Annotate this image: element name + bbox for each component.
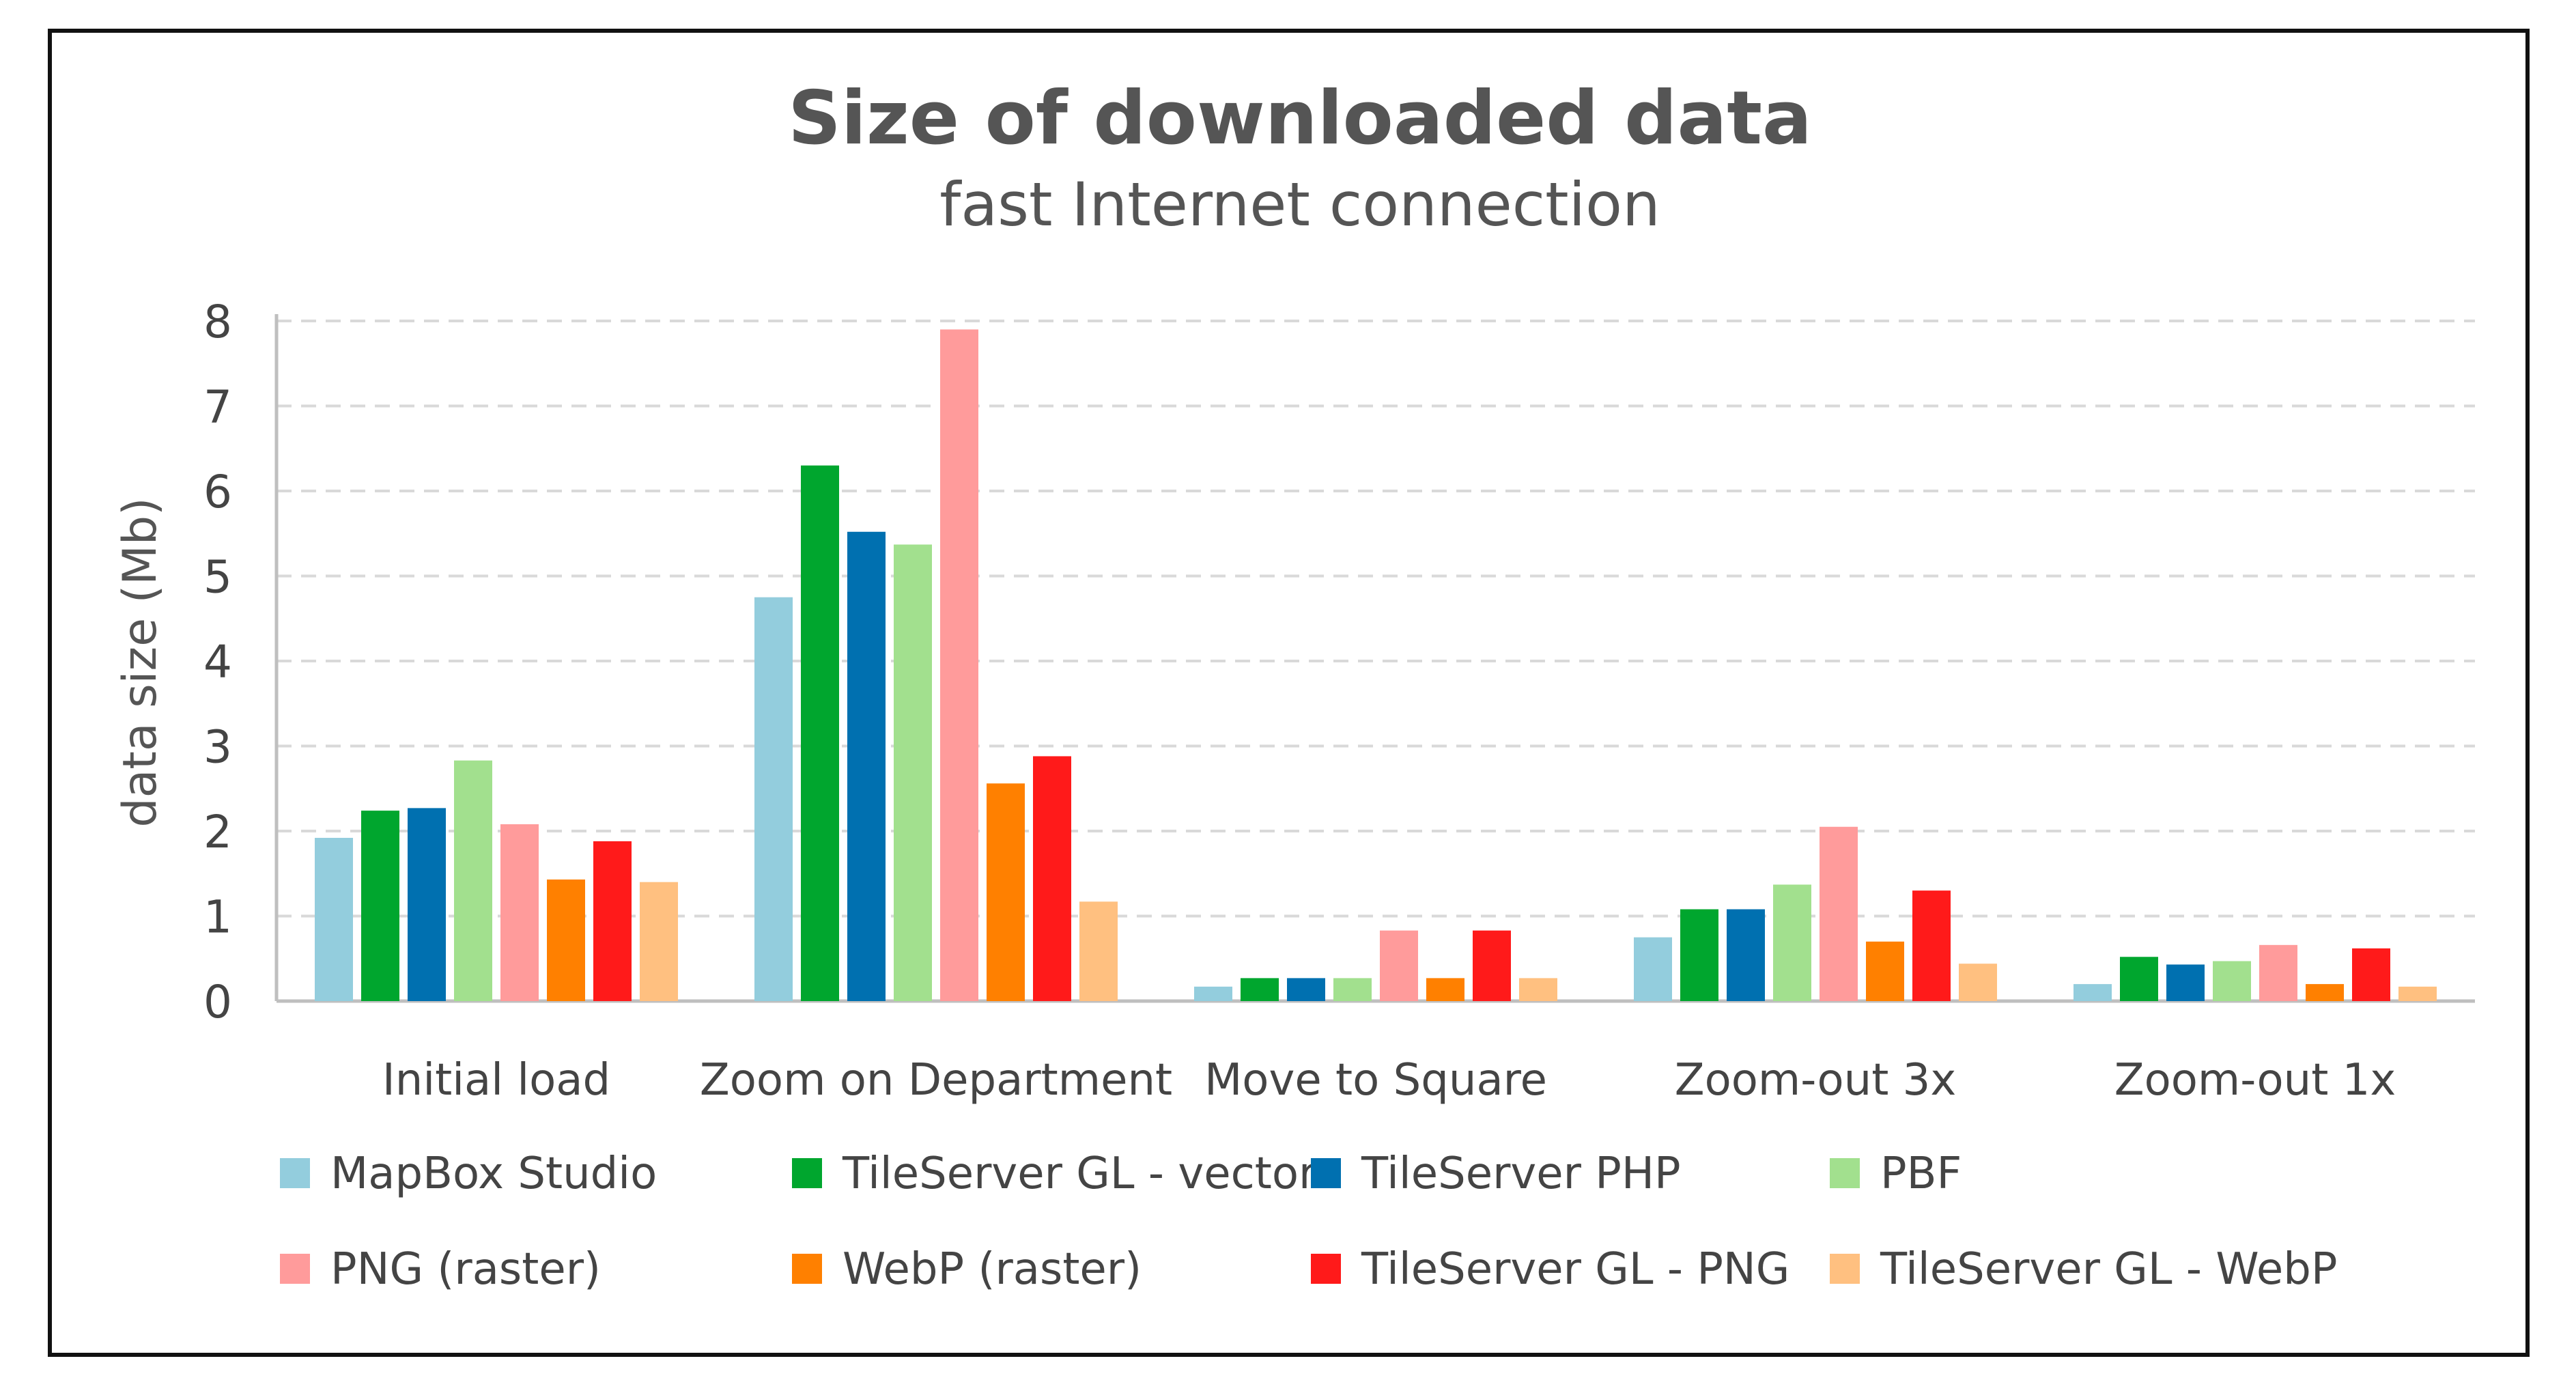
x-category-label: Zoom-out 1x [2114,1055,2396,1106]
bar: WebP (raster) — Initial load: 1.43 [547,879,585,1001]
bar: WebP (raster) — Move to Square: 0.27 [1426,978,1464,1001]
x-category-label: Zoom on Department [700,1055,1172,1106]
y-tick-label: 6 [203,466,232,518]
bar: PBF — Initial load: 2.83 [454,760,492,1001]
bar: TileServer GL - PNG — Zoom on Department… [1033,756,1071,1001]
y-tick-label: 8 [203,296,232,348]
bar: PNG (raster) — Zoom-out 1x: 0.66 [2259,944,2297,1001]
bars: MapBox Studio — Initial load: 1.92TileSe… [315,329,2437,1001]
bar: MapBox Studio — Zoom-out 1x: 0.2 [2073,984,2112,1001]
x-category-label: Zoom-out 3x [1675,1055,1957,1106]
legend-label: PNG (raster) [330,1244,601,1295]
legend-swatch [792,1158,822,1188]
bar: TileServer GL - PNG — Zoom-out 1x: 0.62 [2352,948,2390,1001]
bar: WebP (raster) — Zoom-out 3x: 0.7 [1866,941,1904,1001]
y-tick-label: 3 [203,721,232,774]
bar: MapBox Studio — Move to Square: 0.17 [1194,986,1232,1001]
bar: MapBox Studio — Zoom on Department: 4.75 [754,597,793,1001]
chart-frame [48,29,2530,1357]
legend-label: TileServer GL - WebP [1880,1244,2337,1295]
y-tick-label: 2 [203,806,232,858]
bar: TileServer GL - vector — Zoom-out 3x: 1.… [1680,909,1718,1001]
bar: TileServer GL - vector — Initial load: 2… [361,811,399,1001]
bar: TileServer PHP — Initial load: 2.27 [408,808,446,1001]
bar: PNG (raster) — Zoom on Department: 7.9 [940,329,978,1001]
bar: PBF — Zoom-out 3x: 1.37 [1773,884,1811,1001]
bar: WebP (raster) — Zoom-out 1x: 0.2 [2306,984,2344,1001]
bar: PNG (raster) — Zoom-out 3x: 2.05 [1820,826,1858,1001]
legend-label: MapBox Studio [330,1149,657,1199]
y-tick-label: 5 [203,551,232,604]
bar: TileServer GL - PNG — Initial load: 1.88 [593,841,632,1001]
bar: WebP (raster) — Zoom on Department: 2.56 [987,783,1025,1001]
bar: TileServer GL - PNG — Zoom-out 3x: 1.3 [1912,890,1951,1001]
bar: MapBox Studio — Initial load: 1.92 [315,837,353,1001]
bar: TileServer GL - PNG — Move to Square: 0.… [1473,930,1511,1001]
x-category-label: Move to Square [1204,1055,1547,1106]
legend-label: PBF [1880,1149,1962,1199]
legend-label: TileServer GL - PNG [1361,1244,1789,1295]
bar: PNG (raster) — Move to Square: 0.83 [1380,930,1418,1001]
bar: TileServer PHP — Zoom-out 3x: 1.08 [1727,909,1765,1001]
legend-swatch [1830,1254,1860,1284]
bar: PBF — Move to Square: 0.27 [1333,978,1372,1001]
y-tick-label: 4 [203,636,232,688]
legend-swatch [792,1254,822,1284]
legend: MapBox Studio TileServer GL - vector TileS… [280,1149,2337,1295]
bar: PNG (raster) — Initial load: 2.08 [500,824,539,1001]
bar: TileServer GL - vector — Move to Square:… [1241,978,1279,1001]
chart-subtitle: fast Internet connection [939,169,1660,240]
bar: TileServer PHP — Zoom-out 1x: 0.43 [2166,964,2205,1001]
bar: TileServer PHP — Zoom on Department: 5.5… [847,531,886,1001]
bar: TileServer GL - vector — Zoom on Departm… [801,465,839,1001]
bar: MapBox Studio — Zoom-out 3x: 0.75 [1634,937,1672,1001]
x-category-label: Initial load [382,1055,610,1106]
y-tick-label: 7 [203,381,232,434]
legend-label: WebP (raster) [843,1244,1142,1295]
chart-title: Size of downloaded data [788,76,1812,161]
bar: TileServer GL - WebP — Initial load: 1.4 [640,882,678,1001]
y-tick-label: 1 [203,891,232,944]
legend-swatch [1830,1158,1860,1188]
bar: PBF — Zoom-out 1x: 0.47 [2213,961,2251,1001]
legend-swatch [1311,1158,1341,1188]
y-tick-labels: 0 1 2 3 4 5 6 7 8 [203,296,232,1028]
y-axis-title: data size (Mb) [113,497,167,827]
bar: TileServer GL - WebP — Zoom on Departmen… [1079,901,1118,1001]
bar: TileServer GL - WebP — Zoom-out 1x: 0.17 [2398,986,2437,1001]
bar: TileServer GL - WebP — Zoom-out 3x: 0.44 [1959,964,1997,1001]
bar: TileServer GL - vector — Zoom-out 1x: 0.… [2120,957,2158,1001]
bar: PBF — Zoom on Department: 5.37 [894,544,932,1001]
legend-swatch [1311,1254,1341,1284]
legend-label: TileServer GL - vector [842,1149,1317,1199]
bar: TileServer PHP — Move to Square: 0.27 [1287,978,1325,1001]
legend-swatch [280,1158,310,1188]
legend-label: TileServer PHP [1361,1149,1681,1199]
x-category-labels: Initial load Zoom on Department Move to Sq… [382,1055,2396,1106]
y-tick-label: 0 [203,976,232,1028]
legend-swatch [280,1254,310,1284]
bar: TileServer GL - WebP — Move to Square: 0… [1519,978,1557,1001]
